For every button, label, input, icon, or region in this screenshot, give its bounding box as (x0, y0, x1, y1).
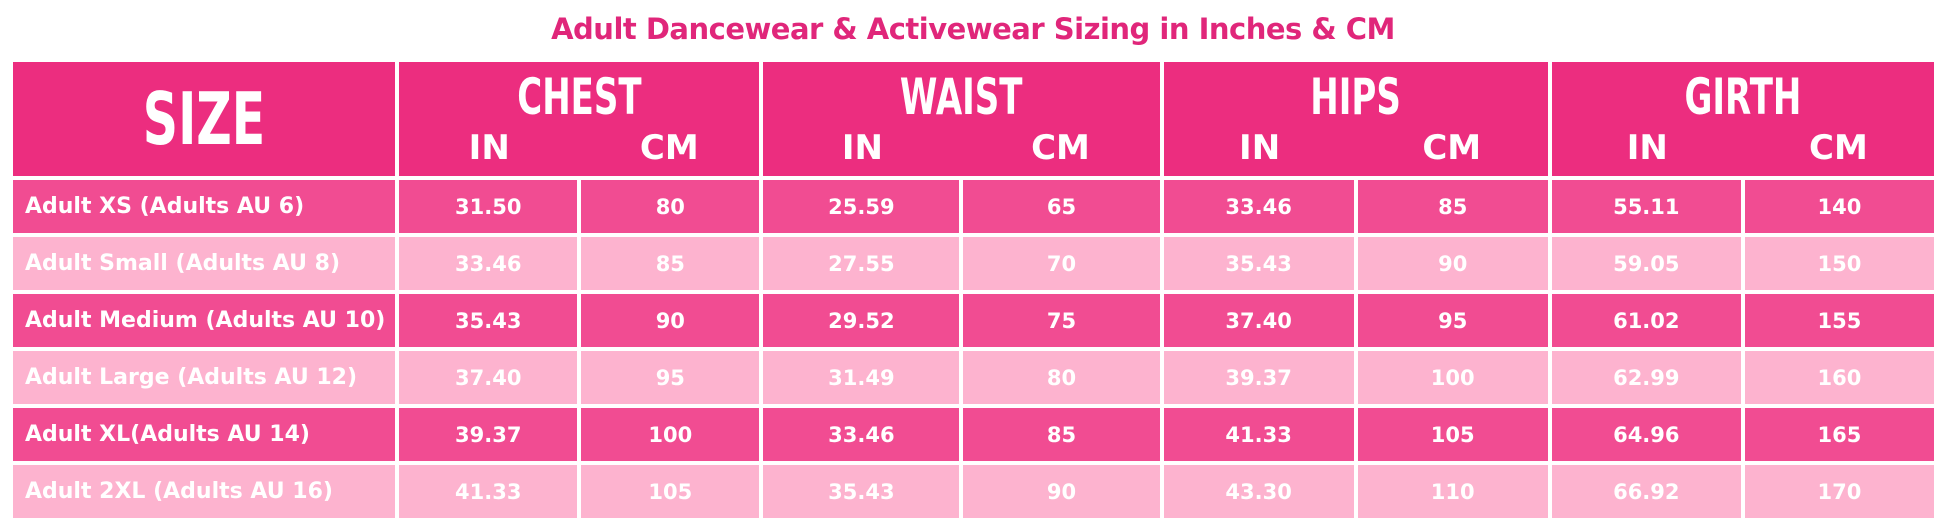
measure-cell: 41.33 (399, 465, 578, 518)
size-label: Adult XS (Adults AU 6) (13, 180, 396, 233)
size-label: Adult Small (Adults AU 8) (13, 237, 396, 290)
measure-cell: 95 (1357, 294, 1548, 347)
group-header-cell: CHEST IN CM (399, 62, 760, 176)
measure-cell: 64.96 (1551, 408, 1741, 461)
measure-cell: 100 (581, 408, 760, 461)
size-label: Adult Medium (Adults AU 10) (13, 294, 396, 347)
measure-cell: 55.11 (1551, 180, 1741, 233)
measure-cell: 37.40 (1163, 294, 1354, 347)
unit-label: CM (639, 128, 699, 168)
measure-cell: 37.40 (399, 351, 578, 404)
measure-cell: 90 (581, 294, 760, 347)
measure-cell: 85 (581, 237, 760, 290)
group-name-wrap: GIRTH (1552, 66, 1934, 128)
measure-cell: 35.43 (1163, 237, 1354, 290)
measure-cell: 61.02 (1551, 294, 1741, 347)
group-name: CHEST (517, 68, 642, 126)
group-name-wrap: HIPS (1164, 66, 1548, 128)
measure-cell: 62.99 (1551, 351, 1741, 404)
group-header-cell: WAIST IN CM (763, 62, 1160, 176)
size-row: Adult Small (Adults AU 8) 33.46 85 27.55 70 3… (13, 237, 1934, 290)
unit-label: CM (1031, 128, 1090, 168)
group-name: WAIST (900, 68, 1023, 126)
measure-cell: 65 (963, 180, 1160, 233)
group-header-cell: HIPS IN CM (1163, 62, 1548, 176)
unit-label: IN (468, 128, 510, 168)
measure-cell: 31.50 (399, 180, 578, 233)
size-row: Adult XL(Adults AU 14) 39.37 100 33.46 85 41.… (13, 408, 1934, 461)
size-row: Adult Large (Adults AU 12) 37.40 95 31.49 80… (13, 351, 1934, 404)
measure-cell: 110 (1357, 465, 1548, 518)
size-header-cell: SIZE (13, 62, 396, 176)
measure-cell: 29.52 (763, 294, 960, 347)
measure-cell: 43.30 (1163, 465, 1354, 518)
unit-label: CM (1809, 128, 1868, 168)
measure-cell: 140 (1744, 180, 1934, 233)
group-name: GIRTH (1684, 68, 1802, 126)
measure-cell: 100 (1357, 351, 1548, 404)
measure-cell: 25.59 (763, 180, 960, 233)
measure-cell: 150 (1744, 237, 1934, 290)
size-table: SIZE CHEST IN CM WAIST IN CM HIPS IN CM GIRTH IN CM… (9, 58, 1938, 522)
unit-label: CM (1422, 128, 1482, 168)
measure-cell: 105 (1357, 408, 1548, 461)
measure-cell: 160 (1744, 351, 1934, 404)
size-label: Adult Large (Adults AU 12) (13, 351, 396, 404)
group-name-wrap: CHEST (399, 66, 759, 128)
unit-row: IN CM (399, 128, 759, 168)
measure-cell: 33.46 (399, 237, 578, 290)
measure-cell: 27.55 (763, 237, 960, 290)
measure-cell: 66.92 (1551, 465, 1741, 518)
measure-cell: 90 (1357, 237, 1548, 290)
measure-cell: 70 (963, 237, 1160, 290)
measure-cell: 80 (581, 180, 760, 233)
measure-cell: 35.43 (399, 294, 578, 347)
measure-cell: 41.33 (1163, 408, 1354, 461)
title: Adult Dancewear & Activewear Sizing in I… (551, 12, 1395, 46)
measure-cell: 170 (1744, 465, 1934, 518)
measure-cell: 105 (581, 465, 760, 518)
size-row: Adult 2XL (Adults AU 16) 41.33 105 35.43 90 4… (13, 465, 1934, 518)
group-name: HIPS (1310, 68, 1401, 126)
size-label: Adult XL(Adults AU 14) (13, 408, 396, 461)
unit-row: IN CM (1552, 128, 1934, 168)
header-row: SIZE CHEST IN CM WAIST IN CM HIPS IN CM GIRTH IN CM (13, 62, 1934, 176)
measure-cell: 95 (581, 351, 760, 404)
unit-label: IN (1239, 128, 1281, 168)
measure-cell: 39.37 (399, 408, 578, 461)
size-label: Adult 2XL (Adults AU 16) (13, 465, 396, 518)
measure-cell: 33.46 (763, 408, 960, 461)
measure-cell: 165 (1744, 408, 1934, 461)
group-name-wrap: WAIST (763, 66, 1159, 128)
measure-cell: 75 (963, 294, 1160, 347)
unit-row: IN CM (1164, 128, 1548, 168)
group-header-cell: GIRTH IN CM (1551, 62, 1934, 176)
measure-cell: 155 (1744, 294, 1934, 347)
measure-cell: 85 (1357, 180, 1548, 233)
measure-cell: 85 (963, 408, 1160, 461)
size-header: SIZE (142, 77, 266, 161)
measure-cell: 31.49 (763, 351, 960, 404)
unit-row: IN CM (763, 128, 1159, 168)
measure-cell: 90 (963, 465, 1160, 518)
measure-cell: 35.43 (763, 465, 960, 518)
measure-cell: 39.37 (1163, 351, 1354, 404)
measure-cell: 59.05 (1551, 237, 1741, 290)
size-row: Adult Medium (Adults AU 10) 35.43 90 29.52 7… (13, 294, 1934, 347)
unit-label: IN (841, 128, 883, 168)
size-row: Adult XS (Adults AU 6) 31.50 80 25.59 65 33.4… (13, 180, 1934, 233)
measure-cell: 80 (963, 351, 1160, 404)
unit-label: IN (1626, 128, 1668, 168)
measure-cell: 33.46 (1163, 180, 1354, 233)
